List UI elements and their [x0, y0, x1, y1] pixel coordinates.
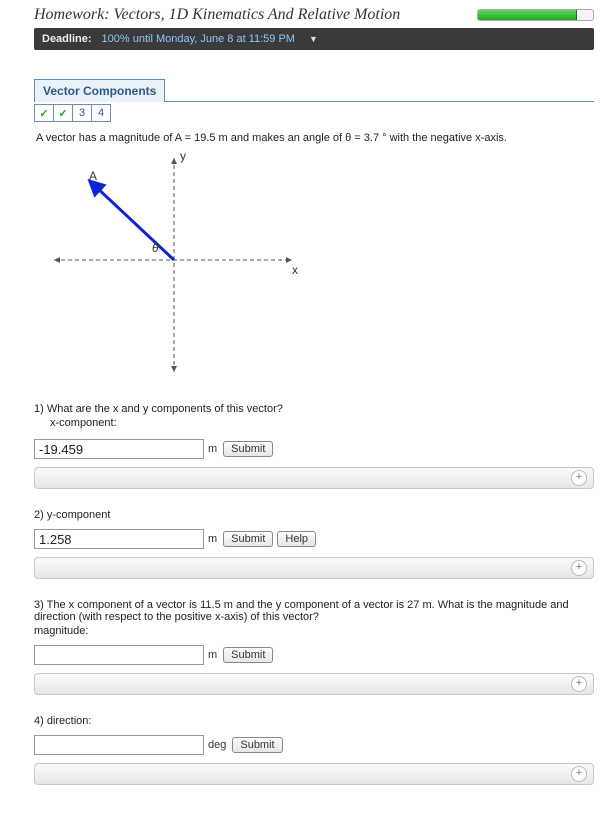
- question-4: 4) direction: deg Submit +: [34, 715, 594, 785]
- step-3[interactable]: 3: [72, 104, 92, 122]
- step-1[interactable]: ✓: [34, 104, 54, 122]
- q3-input[interactable]: [34, 645, 204, 665]
- q4-unit: deg: [208, 739, 226, 751]
- step-boxes: ✓ ✓ 3 4: [34, 104, 594, 122]
- deadline-bar[interactable]: Deadline: 100% until Monday, June 8 at 1…: [34, 28, 594, 50]
- section: Vector Components ✓ ✓ 3 4 A vector has a…: [34, 78, 594, 785]
- q2-expand-bar[interactable]: +: [34, 557, 594, 579]
- q4-input[interactable]: [34, 735, 204, 755]
- vector-diagram: A y x θ: [34, 150, 594, 383]
- q2-prompt: 2) y-component: [34, 509, 594, 521]
- step-4[interactable]: 4: [91, 104, 111, 122]
- vector-line: [94, 185, 174, 260]
- q3-submit-button[interactable]: Submit: [223, 647, 273, 663]
- q4-answer-row: deg Submit: [34, 735, 594, 755]
- plus-icon[interactable]: +: [571, 470, 587, 486]
- q4-submit-button[interactable]: Submit: [232, 737, 282, 753]
- section-tab[interactable]: Vector Components: [34, 79, 165, 102]
- question-3: 3) The x component of a vector is 11.5 m…: [34, 599, 594, 695]
- q3-prompt: 3) The x component of a vector is 11.5 m…: [34, 599, 594, 623]
- plus-icon[interactable]: +: [571, 676, 587, 692]
- theta-label: θ: [152, 241, 159, 255]
- plus-icon[interactable]: +: [571, 766, 587, 782]
- q1-expand-bar[interactable]: +: [34, 467, 594, 489]
- q2-unit: m: [208, 533, 217, 545]
- q1-unit: m: [208, 443, 217, 455]
- q3-expand-bar[interactable]: +: [34, 673, 594, 695]
- q4-prompt: 4) direction:: [34, 715, 594, 727]
- q1-input[interactable]: [34, 439, 204, 459]
- q2-submit-button[interactable]: Submit: [223, 531, 273, 547]
- step-2[interactable]: ✓: [53, 104, 73, 122]
- q4-expand-bar[interactable]: +: [34, 763, 594, 785]
- q3-unit: m: [208, 649, 217, 661]
- q1-submit-button[interactable]: Submit: [223, 441, 273, 457]
- title-row: Homework: Vectors, 1D Kinematics And Rel…: [34, 6, 594, 24]
- x-axis-label: x: [292, 263, 298, 277]
- progress-bar: [477, 9, 594, 21]
- q1-sub: x-component:: [50, 417, 594, 429]
- deadline-text: 100% until Monday, June 8 at 11:59 PM: [102, 33, 295, 45]
- intro-text: A vector has a magnitude of A = 19.5 m a…: [36, 132, 594, 144]
- q1-prompt: 1) What are the x and y components of th…: [34, 403, 594, 415]
- q3-answer-row: m Submit: [34, 645, 594, 665]
- page-title: Homework: Vectors, 1D Kinematics And Rel…: [34, 6, 400, 24]
- question-2: 2) y-component m Submit Help +: [34, 509, 594, 579]
- chevron-down-icon[interactable]: ▼: [309, 34, 318, 44]
- question-1: 1) What are the x and y components of th…: [34, 403, 594, 489]
- q3-sub: magnitude:: [34, 625, 594, 637]
- vector-svg: A y x θ: [34, 150, 304, 380]
- progress-wrap: [410, 9, 594, 21]
- q2-input[interactable]: [34, 529, 204, 549]
- q2-help-button[interactable]: Help: [277, 531, 316, 547]
- q2-answer-row: m Submit Help: [34, 529, 594, 549]
- homework-page: { "header": { "title": "Homework: Vector…: [0, 0, 612, 805]
- q1-answer-row: m Submit: [34, 439, 594, 459]
- deadline-label: Deadline:: [42, 33, 92, 45]
- progress-fill: [478, 10, 577, 20]
- y-axis-label: y: [180, 150, 186, 163]
- vector-label: A: [89, 169, 97, 183]
- plus-icon[interactable]: +: [571, 560, 587, 576]
